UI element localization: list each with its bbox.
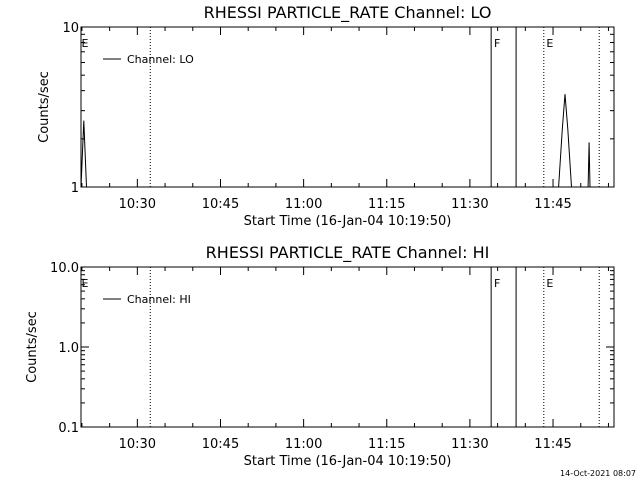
x-tick-label: 11:00 <box>285 437 322 452</box>
timestamp: 14-Oct-2021 08:07 <box>560 469 636 478</box>
series-line <box>80 94 591 188</box>
legend-label: Channel: HI <box>127 293 191 306</box>
y-tick-label: 10 <box>62 21 79 36</box>
x-axis-label: Start Time (16-Jan-04 10:19:50) <box>244 214 452 229</box>
x-tick-label: 11:15 <box>368 437 405 452</box>
event-marker-label: E <box>546 37 553 50</box>
start-marker-label: E <box>82 277 89 290</box>
x-tick-label: 11:15 <box>368 197 405 212</box>
x-tick-label: 10:30 <box>119 197 156 212</box>
x-tick-label: 11:45 <box>534 197 571 212</box>
x-tick-label: 11:30 <box>451 437 488 452</box>
y-tick-label: 10.0 <box>50 261 79 276</box>
chart-title: RHESSI PARTICLE_RATE Channel: HI <box>206 243 490 263</box>
chart-title: RHESSI PARTICLE_RATE Channel: LO <box>204 3 492 23</box>
panel-hi <box>80 266 615 428</box>
panel-lo <box>80 26 615 188</box>
x-tick-label: 10:30 <box>119 437 156 452</box>
event-marker-label: F <box>494 277 500 290</box>
y-axis-label: Counts/sec <box>37 71 52 143</box>
y-axis-label: Counts/sec <box>25 311 40 383</box>
y-tick-label: 1 <box>71 181 79 196</box>
x-tick-label: 10:45 <box>202 197 239 212</box>
x-tick-label: 11:45 <box>534 437 571 452</box>
y-tick-label: 0.1 <box>58 421 79 436</box>
start-marker-label: E <box>82 37 89 50</box>
event-marker-label: E <box>546 277 553 290</box>
event-marker-label: F <box>494 37 500 50</box>
legend-label: Channel: LO <box>127 53 194 66</box>
x-tick-label: 11:00 <box>285 197 322 212</box>
x-tick-label: 11:30 <box>451 197 488 212</box>
x-tick-label: 10:45 <box>202 437 239 452</box>
x-axis-label: Start Time (16-Jan-04 10:19:50) <box>244 454 452 469</box>
y-tick-label: 1.0 <box>58 341 79 356</box>
